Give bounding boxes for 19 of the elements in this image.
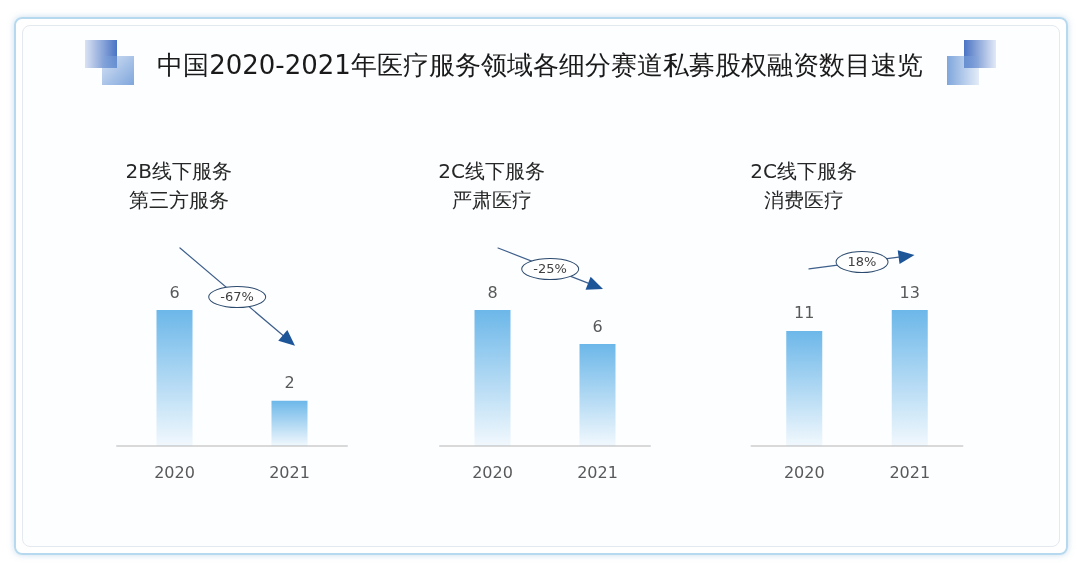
chart-title: 2C线下服务 [750, 158, 858, 183]
data-label: 2 [284, 373, 295, 393]
x-tick-label: 2020 [783, 462, 825, 482]
data-label: 13 [899, 282, 920, 302]
data-label: 11 [794, 303, 815, 323]
x-tick-label: 2021 [269, 462, 310, 482]
chart-title: 2B线下服务 [125, 158, 232, 183]
x-tick-label: 2021 [577, 462, 618, 482]
chart-subtitle: 严肃医疗 [451, 187, 532, 212]
x-tick-label: 2020 [154, 462, 195, 482]
text: 中国2020-2021年医疗服务领域各细分赛道私募股权融资数目速览 [156, 49, 924, 82]
x-tick-label: 2020 [472, 462, 513, 482]
data-label: 6 [592, 316, 603, 336]
chart-title: 2C线下服务 [438, 158, 546, 183]
data-label: 6 [169, 282, 180, 302]
chart-subtitle: 消费医疗 [763, 187, 844, 212]
chart-subtitle: 第三方服务 [128, 187, 229, 212]
x-tick-label: 2021 [889, 462, 931, 482]
data-label: 8 [487, 282, 498, 302]
